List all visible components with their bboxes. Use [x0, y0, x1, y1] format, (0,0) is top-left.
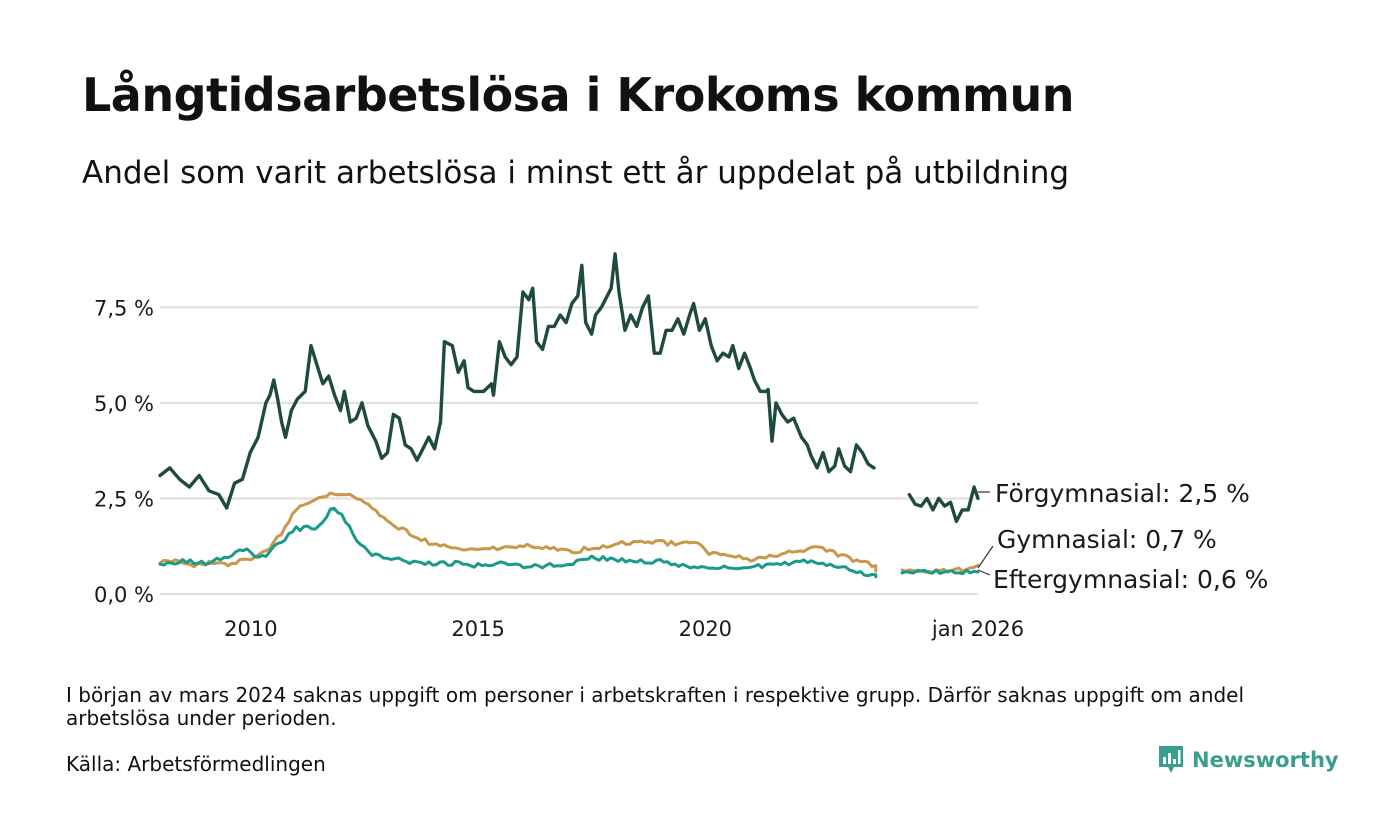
x-tick-label: 2010 — [224, 617, 277, 641]
y-axis-tick-labels: 0,0 % 2,5 % 5,0 % 7,5 % — [94, 296, 154, 607]
series-lines — [158, 252, 980, 579]
y-tick-label: 7,5 % — [94, 296, 154, 320]
newsworthy-logo-text: Newsworthy — [1192, 748, 1339, 772]
series-line-gymnasial-before-gap — [158, 491, 878, 573]
series-end-label-eftergymnasial: Eftergymnasial: 0,6 % — [993, 565, 1268, 594]
series-end-labels: Förgymnasial: 2,5 % Gymnasial: 0,7 % Efter… — [977, 479, 1268, 594]
series-line-eftergymnasial-before-gap — [158, 506, 878, 579]
series-line-förgymnasial-after-gap — [907, 485, 980, 524]
series-end-label-förgymnasial: Förgymnasial: 2,5 % — [995, 479, 1250, 508]
line-chart: 0,0 % 2,5 % 5,0 % 7,5 % 2010 2015 2020 jan 202… — [94, 252, 1268, 641]
chart-subtitle: Andel som varit arbetslösa i minst ett å… — [82, 155, 1070, 191]
series-end-label-gymnasial: Gymnasial: 0,7 % — [997, 525, 1217, 554]
newsworthy-logo-icon — [1159, 746, 1183, 773]
source-credit: Källa: Arbetsförmedlingen — [66, 752, 326, 776]
x-tick-label: jan 2026 — [931, 617, 1024, 641]
label-leader-gymnasial — [977, 545, 994, 569]
x-tick-label: 2020 — [679, 617, 732, 641]
chart-title: Långtidsarbetslösa i Krokoms kommun — [82, 68, 1074, 122]
footnote: I början av mars 2024 saknas uppgift om … — [66, 683, 1245, 730]
x-tick-label: 2015 — [451, 617, 504, 641]
label-leader-eftergymnasial — [977, 569, 991, 576]
y-tick-label: 0,0 % — [94, 583, 154, 607]
y-tick-label: 2,5 % — [94, 487, 154, 511]
newsworthy-logo[interactable]: Newsworthy — [1158, 745, 1339, 775]
series-line-eftergymnasial-after-gap — [900, 568, 980, 576]
y-tick-label: 5,0 % — [94, 392, 154, 416]
x-axis-tick-labels: 2010 2015 2020 jan 2026 — [224, 617, 1024, 641]
series-line-förgymnasial-before-gap — [158, 252, 876, 510]
